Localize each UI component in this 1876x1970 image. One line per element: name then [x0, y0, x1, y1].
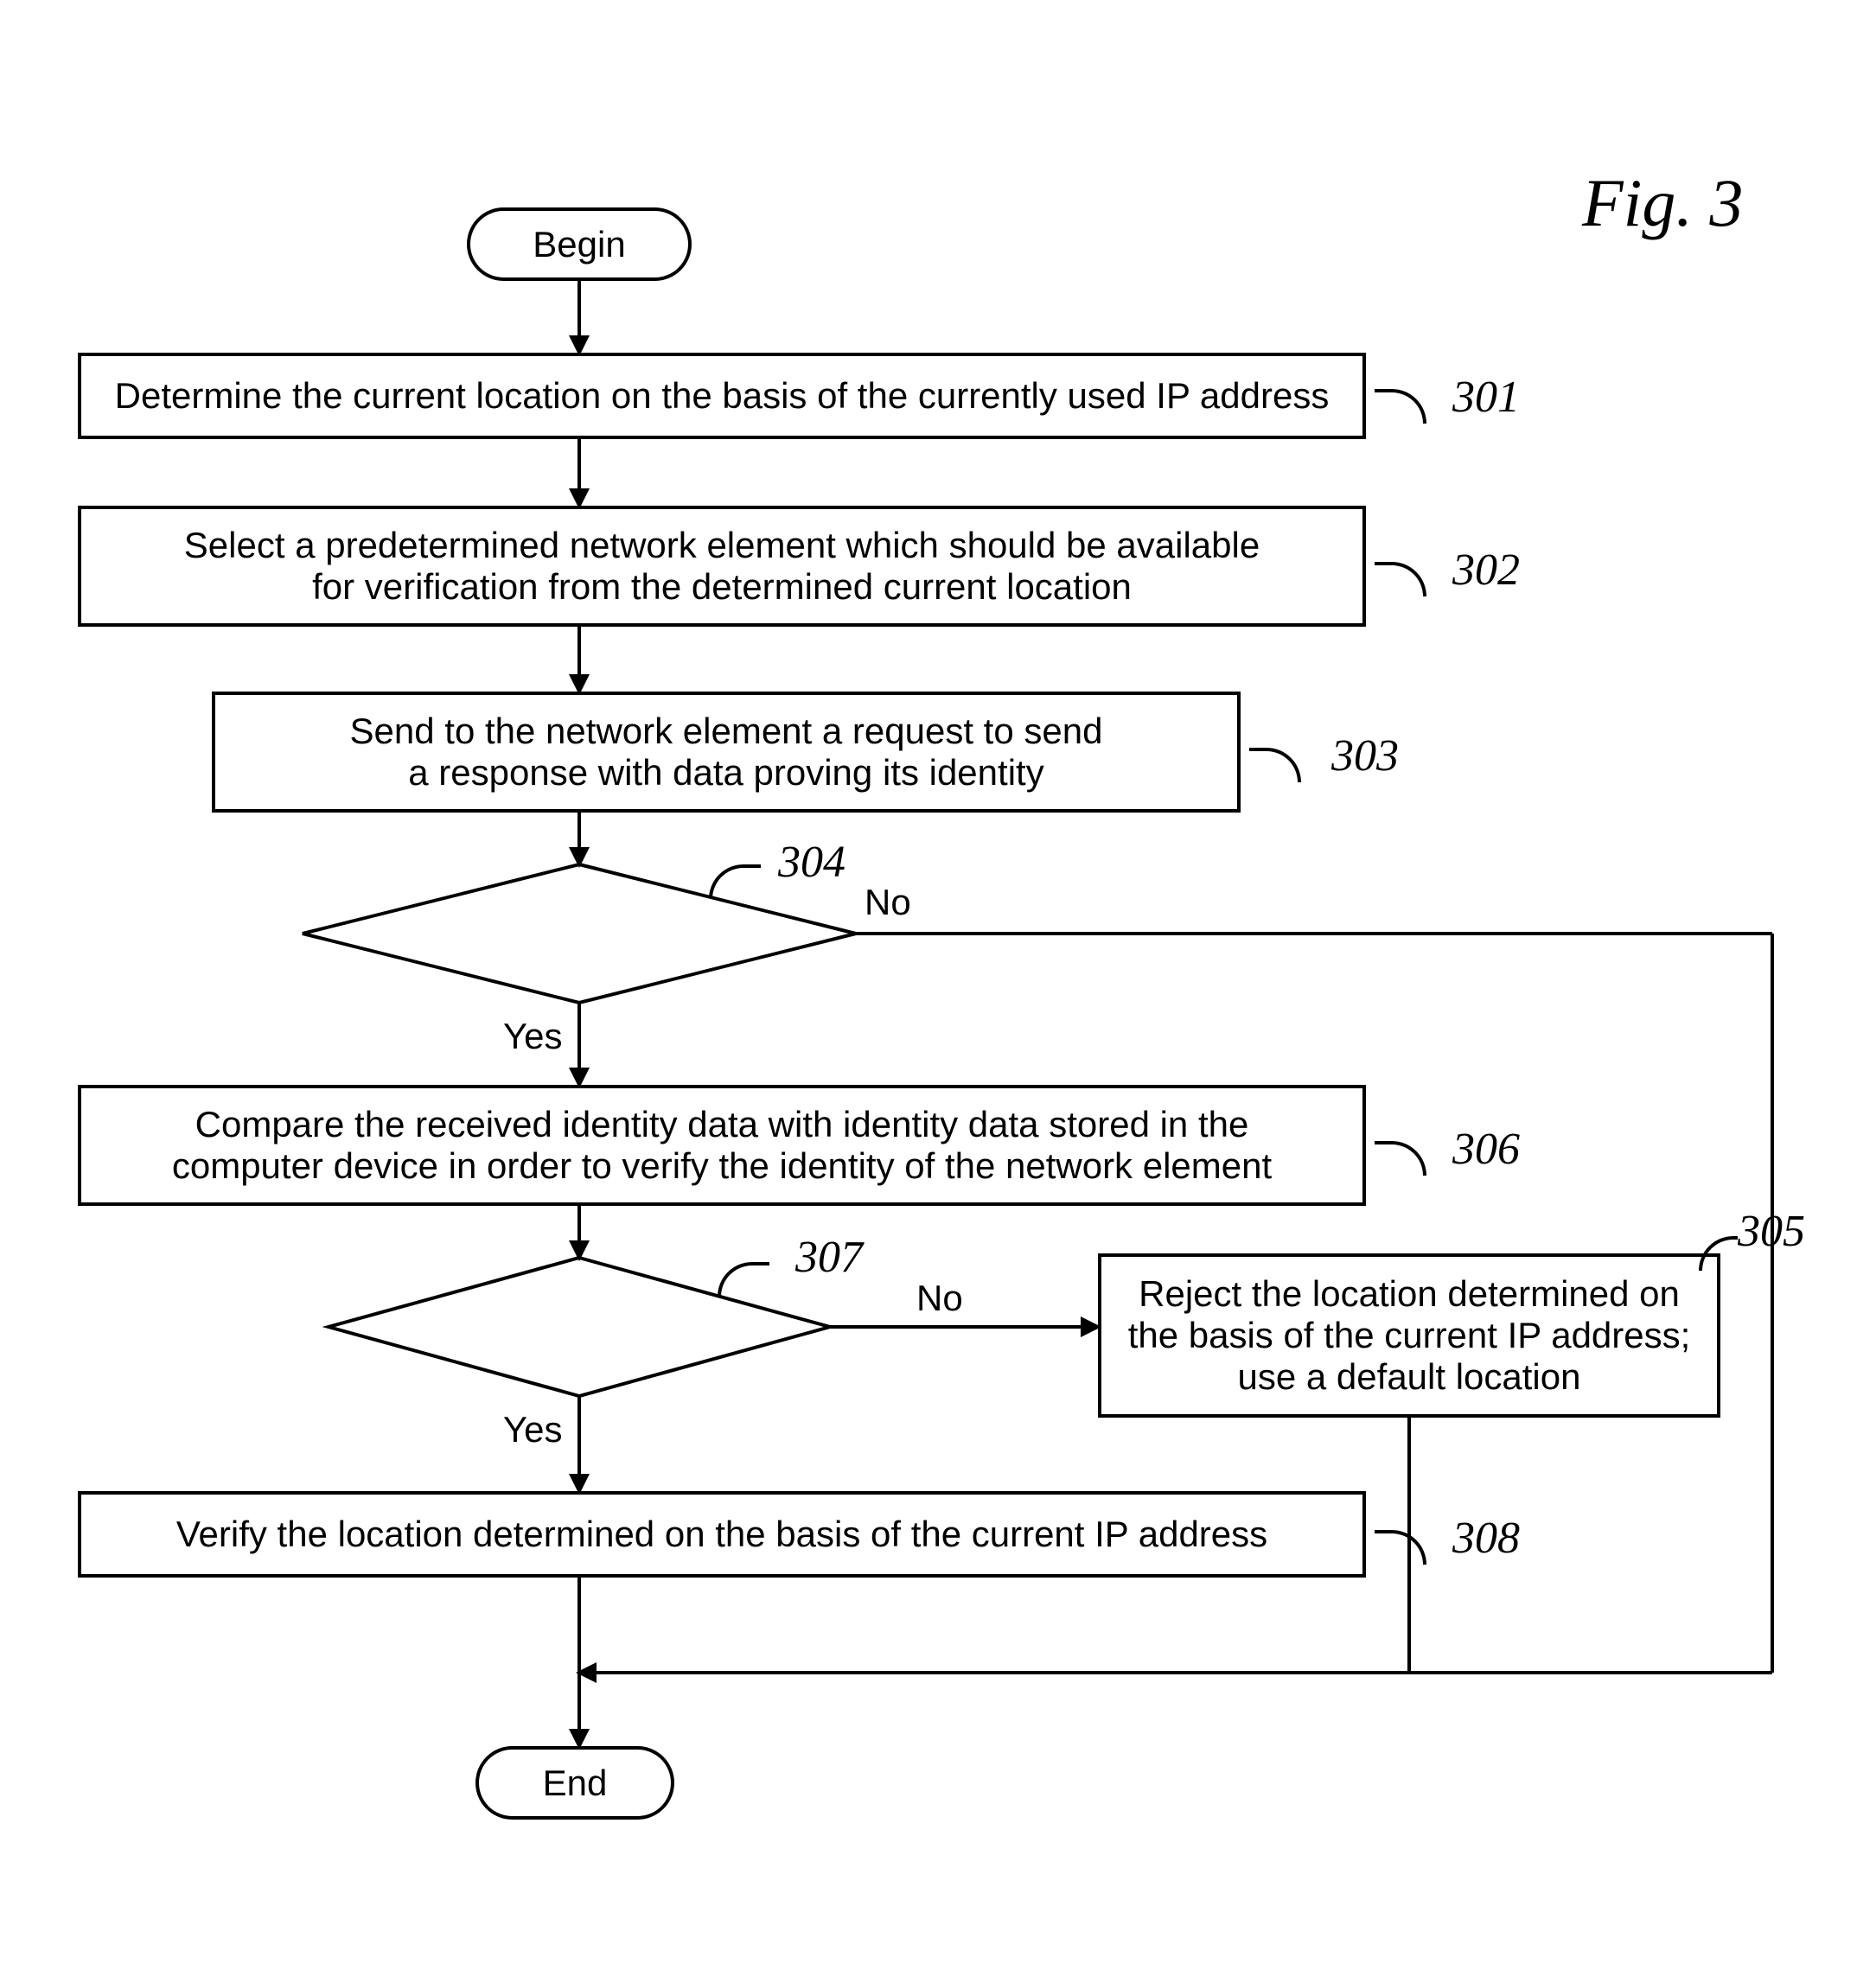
- connector-svg: [0, 0, 1876, 1970]
- flowchart-canvas: Fig. 3 Begin End Determine the current l…: [0, 0, 1876, 1970]
